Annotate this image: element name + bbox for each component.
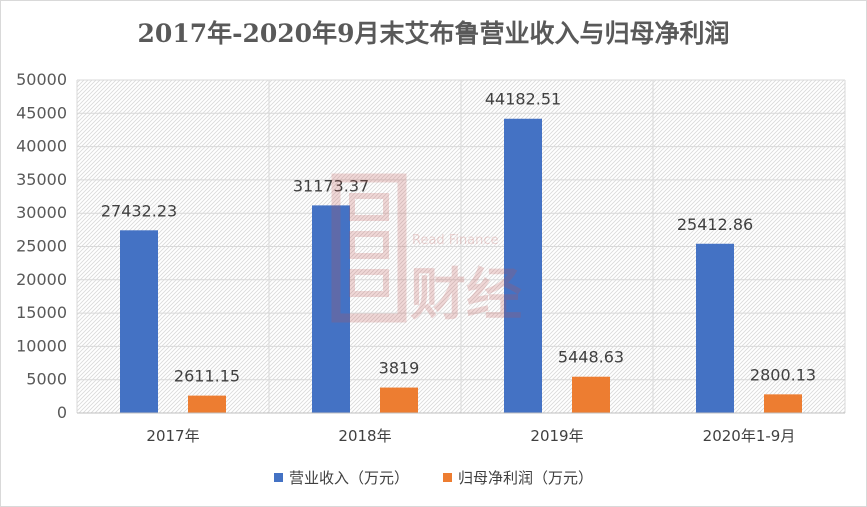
legend-label-revenue: 营业收入（万元） (288, 469, 409, 487)
y-tick-label: 25000 (16, 237, 67, 256)
legend-swatch-net-profit (443, 473, 452, 482)
watermark-logo: Read Finance 财经 (330, 172, 550, 341)
x-tick-label: 2017年 (146, 427, 199, 445)
bar-revenue (504, 118, 542, 414)
data-label: 2800.13 (750, 365, 816, 384)
chart-title: 2017年-2020年9月末艾布鲁营业收入与归母净利润 (137, 19, 730, 48)
watermark-brand: 财经 (410, 263, 522, 328)
bar-net-profit (764, 394, 802, 413)
bar-revenue (312, 205, 350, 413)
legend-swatch-revenue (273, 473, 283, 482)
bar-net-profit (188, 395, 226, 413)
data-label: 31173.37 (293, 176, 369, 195)
x-tick-label: 2018年 (338, 427, 391, 445)
legend-label-net-profit: 归母净利润（万元） (458, 469, 594, 487)
y-tick-label: 50000 (16, 70, 67, 89)
data-label: 27432.23 (101, 201, 177, 220)
y-tick-label: 0 (57, 403, 67, 422)
watermark-text: Read Finance (412, 233, 499, 248)
bar-net-profit (572, 376, 610, 413)
y-tick-label: 5000 (26, 370, 67, 389)
bar-revenue (696, 243, 734, 413)
y-tick-label: 15000 (16, 303, 67, 322)
y-tick-label: 40000 (16, 137, 67, 156)
data-label: 2611.15 (174, 367, 240, 386)
bar-revenue (120, 230, 158, 413)
data-label: 5448.63 (558, 348, 624, 367)
data-label: 25412.86 (677, 215, 753, 234)
y-tick-label: 30000 (16, 203, 67, 222)
legend: 营业收入（万元） 归母净利润（万元） (0, 467, 867, 488)
bar-net-profit (380, 387, 418, 413)
x-tick-label: 2020年1-9月 (703, 427, 796, 445)
data-label: 44182.51 (485, 90, 561, 109)
y-tick-label: 45000 (16, 103, 67, 122)
data-label: 3819 (379, 359, 420, 378)
legend-item-net-profit: 归母净利润（万元） (443, 467, 593, 488)
y-tick-label: 10000 (16, 336, 67, 355)
legend-item-revenue: 营业收入（万元） (273, 467, 409, 488)
x-tick-label: 2019年 (530, 427, 583, 445)
y-tick-label: 20000 (16, 270, 67, 289)
y-tick-label: 35000 (16, 170, 67, 189)
